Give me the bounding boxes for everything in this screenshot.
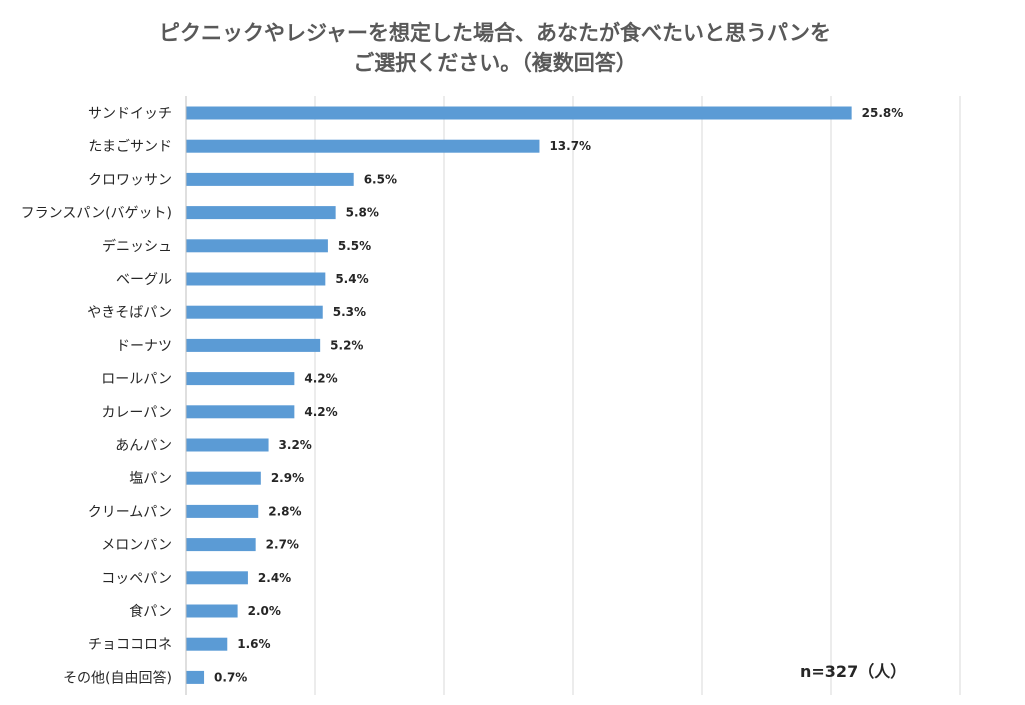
bar: [186, 604, 238, 618]
category-label: やきそばパン: [87, 305, 172, 321]
category-label: サンドイッチ: [88, 106, 172, 122]
value-label: 0.7%: [214, 670, 247, 684]
category-label: チョココロネ: [88, 637, 172, 653]
bar: [186, 471, 261, 485]
category-label: ドーナツ: [116, 338, 172, 354]
category-label: コッペパン: [101, 571, 172, 587]
value-label: 5.8%: [346, 206, 379, 220]
category-label: 食パン: [129, 603, 172, 620]
value-label: 2.0%: [248, 604, 281, 618]
bars: [186, 106, 852, 684]
category-label: ベーグル: [116, 272, 172, 288]
bar: [186, 172, 354, 186]
value-label: 13.7%: [549, 139, 591, 153]
value-label: 2.8%: [268, 504, 301, 518]
value-label: 5.3%: [333, 305, 366, 319]
category-label: メロンパン: [101, 538, 172, 554]
gridlines: [314, 96, 961, 695]
chart-title-line2: ご選択ください。（複数回答）: [353, 51, 637, 75]
bar: [186, 106, 852, 120]
bar: [186, 139, 540, 153]
category-label: カレーパン: [101, 405, 172, 421]
bar: [186, 405, 295, 419]
bar: [186, 538, 256, 552]
category-label: あんパン: [115, 438, 172, 454]
bar: [186, 305, 323, 319]
value-label: 6.5%: [364, 172, 397, 186]
category-label: たまごサンド: [88, 139, 172, 155]
category-label: フランスパン(バゲット): [21, 206, 172, 222]
category-label: 塩パン: [129, 471, 172, 487]
category-label: クリームパン: [88, 504, 172, 520]
value-label: 4.2%: [304, 372, 337, 386]
category-label: クロワッサン: [88, 172, 172, 188]
value-label: 5.5%: [338, 239, 371, 253]
value-label: 5.2%: [330, 338, 363, 352]
bar: [186, 372, 295, 386]
value-label: 2.9%: [271, 471, 304, 485]
value-label: 1.6%: [237, 637, 270, 651]
bar: [186, 239, 328, 253]
bar: [186, 206, 336, 220]
value-label: 4.2%: [304, 405, 337, 419]
value-label: 5.4%: [335, 272, 368, 286]
value-label: 25.8%: [862, 106, 904, 120]
category-label: デニッシュ: [102, 238, 172, 255]
bar: [186, 670, 205, 684]
value-labels: 25.8% 13.7% 6.5% 5.8% 5.5% 5.4% 5.3% 5.2% 4.2% 4.…: [214, 106, 903, 684]
value-label: 2.4%: [258, 571, 291, 585]
value-label: 2.7%: [266, 538, 299, 552]
bar: [186, 504, 259, 518]
value-label: 3.2%: [279, 438, 312, 452]
chart-title-line1: ピクニックやレジャーを想定した場合、あなたが食べたいと思うパンを: [159, 21, 831, 45]
category-label: その他(自由回答): [63, 669, 172, 686]
bar: [186, 438, 269, 452]
bar: [186, 571, 248, 585]
chart-title: ピクニックやレジャーを想定した場合、あなたが食べたいと思うパンを ご選択ください…: [0, 18, 990, 78]
sample-size-note: n=327（人）: [800, 662, 907, 681]
bar: [186, 637, 228, 651]
category-label: ロールパン: [101, 372, 172, 388]
bar: [186, 272, 326, 286]
bar: [186, 338, 321, 352]
